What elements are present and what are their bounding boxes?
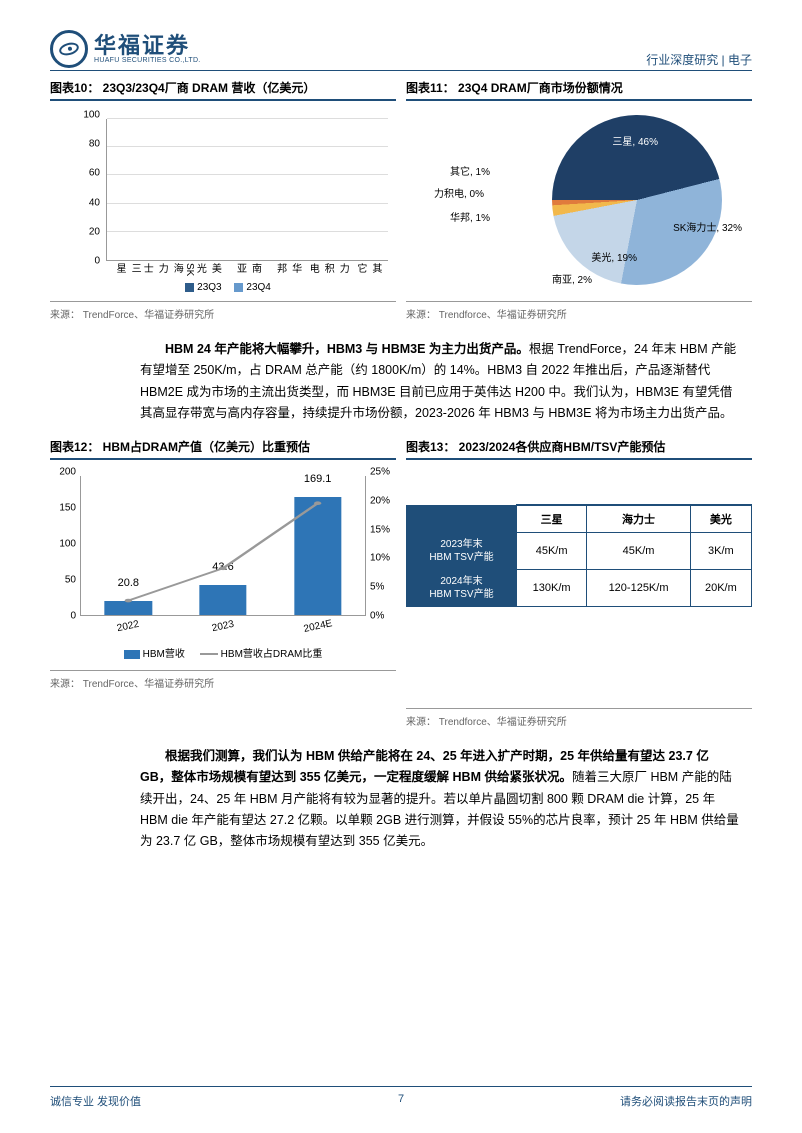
chart12-title: 图表12： HBM占DRAM产值（亿美元）比重预估 [50, 438, 396, 460]
logo-icon [50, 30, 88, 68]
chart13-title: 图表13： 2023/2024各供应商HBM/TSV产能预估 [406, 438, 752, 460]
footer-left: 诚信专业 发现价值 [50, 1093, 141, 1109]
para1-bold: HBM 24 年产能将大幅攀升，HBM3 与 HBM3E 为主力出货产品。 [165, 342, 529, 356]
legend-hbm-rev: HBM营收 [143, 649, 185, 660]
chart12-block: 图表12： HBM占DRAM产值（亿美元）比重预估 0501001502000%… [50, 438, 396, 728]
pie-label-samsung: 三星, 46% [612, 133, 658, 148]
legend-swatch-23q4 [234, 283, 243, 292]
chart10-title: 图表10： 23Q3/23Q4厂商 DRAM 营收（亿美元） [50, 79, 396, 101]
chart12-legend: HBM营收 HBM营收占DRAM比重 [50, 645, 396, 660]
pie-label-other: 其它, 1% [450, 163, 490, 178]
chart11-source: 来源： Trendforce、华福证券研究所 [406, 301, 752, 321]
legend-swatch-hbm-ratio [200, 653, 218, 655]
logo-text: 华福证券 HUAFU SECURITIES CO.,LTD. [94, 35, 201, 64]
table-13: 三星海力士美光2023年末HBM TSV产能45K/m45K/m3K/m2024… [406, 504, 752, 607]
chart10: 020406080100三星SK海力士美光南亚华邦力积电其它 23Q3 23Q4 [50, 107, 396, 297]
logo-cn: 华福证券 [94, 35, 201, 57]
pie-label-nanya: 南亚, 2% [552, 271, 592, 286]
legend-swatch-hbm-rev [124, 650, 140, 659]
pie-label-psmc: 力积电, 0% [434, 185, 484, 200]
chart10-block: 图表10： 23Q3/23Q4厂商 DRAM 营收（亿美元） 020406080… [50, 79, 396, 321]
chart13-source: 来源： Trendforce、华福证券研究所 [406, 708, 752, 728]
legend-23q3: 23Q3 [197, 282, 221, 293]
chart10-source: 来源： TrendForce、华福证券研究所 [50, 301, 396, 321]
chart11-block: 图表11： 23Q4 DRAM厂商市场份额情况 三星, 46% SK海力士, 3… [406, 79, 752, 321]
pie-label-winbond: 华邦, 1% [450, 209, 490, 224]
pie-label-micron: 美光, 19% [591, 249, 637, 264]
chart13: 三星海力士美光2023年末HBM TSV产能45K/m45K/m3K/m2024… [406, 504, 752, 704]
page-header: 华福证券 HUAFU SECURITIES CO.,LTD. 行业深度研究 | … [50, 30, 752, 71]
page-footer: 诚信专业 发现价值 7 请务必阅读报告末页的声明 [50, 1086, 752, 1109]
pie-label-skhynix: SK海力士, 32% [673, 219, 742, 234]
paragraph-2: 根据我们测算，我们认为 HBM 供给产能将在 24、25 年进入扩产时期，25 … [140, 746, 742, 852]
chart11: 三星, 46% SK海力士, 32% 美光, 19% 南亚, 2% 华邦, 1%… [406, 107, 752, 297]
chart12-source: 来源： TrendForce、华福证券研究所 [50, 670, 396, 690]
chart13-block: 图表13： 2023/2024各供应商HBM/TSV产能预估 三星海力士美光20… [406, 438, 752, 728]
legend-swatch-23q3 [185, 283, 194, 292]
legend-23q4: 23Q4 [246, 282, 270, 293]
chart12: 0501001502000%5%10%15%20%25%20.8202243.6… [50, 466, 396, 666]
logo-block: 华福证券 HUAFU SECURITIES CO.,LTD. [50, 30, 201, 68]
row-charts-12-13: 图表12： HBM占DRAM产值（亿美元）比重预估 0501001502000%… [50, 438, 752, 728]
paragraph-1: HBM 24 年产能将大幅攀升，HBM3 与 HBM3E 为主力出货产品。根据 … [140, 339, 742, 424]
chart10-legend: 23Q3 23Q4 [50, 282, 396, 293]
page: 华福证券 HUAFU SECURITIES CO.,LTD. 行业深度研究 | … [0, 0, 802, 1133]
row-charts-10-11: 图表10： 23Q3/23Q4厂商 DRAM 营收（亿美元） 020406080… [50, 79, 752, 321]
footer-right: 请务必阅读报告末页的声明 [620, 1093, 752, 1109]
footer-page-num: 7 [398, 1093, 404, 1105]
logo-en: HUAFU SECURITIES CO.,LTD. [94, 57, 201, 64]
legend-hbm-ratio: HBM营收占DRAM比重 [221, 649, 323, 660]
header-category: 行业深度研究 | 电子 [646, 51, 752, 68]
chart11-title: 图表11： 23Q4 DRAM厂商市场份额情况 [406, 79, 752, 101]
